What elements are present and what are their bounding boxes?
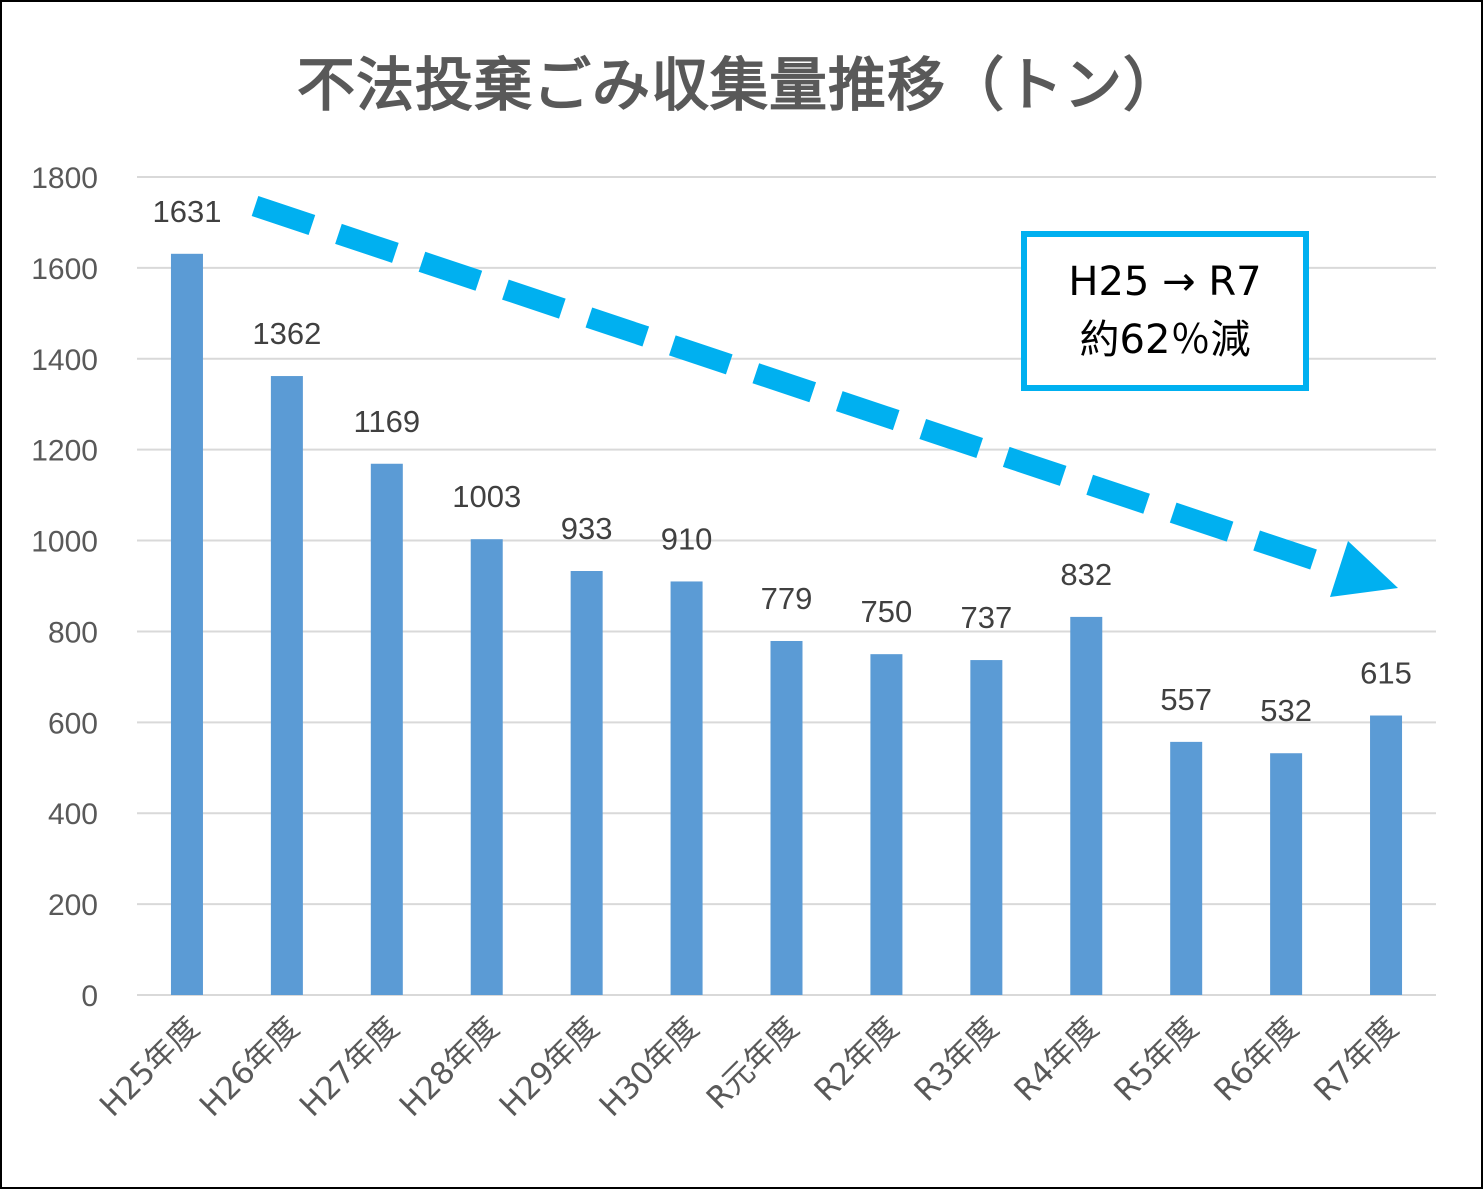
x-tick-label: R4年度 (1007, 1010, 1105, 1108)
x-tick-label: H27年度 (293, 1010, 407, 1124)
bar (170, 253, 203, 995)
data-label: 933 (561, 511, 613, 546)
bar (1170, 741, 1203, 995)
data-label: 557 (1160, 682, 1212, 717)
bar (970, 660, 1003, 995)
x-tick-label: H30年度 (593, 1010, 707, 1124)
x-tick-label: R5年度 (1107, 1010, 1205, 1108)
y-tick-label: 1800 (31, 162, 98, 195)
bar (670, 581, 703, 995)
bar (470, 539, 503, 995)
y-tick-label: 0 (81, 980, 98, 1013)
y-tick-label: 1600 (31, 253, 98, 286)
y-tick-label: 1000 (31, 526, 98, 559)
callout-reduction: 約62％減 (1079, 317, 1251, 363)
bar (570, 571, 603, 995)
callout-period: H25 → R7 (1068, 259, 1262, 305)
data-label: 615 (1360, 656, 1412, 691)
x-tick-label: R元年度 (700, 1010, 806, 1116)
y-tick-label: 600 (48, 707, 98, 740)
trend-arrow-head (1330, 541, 1398, 597)
data-label: 779 (761, 581, 813, 616)
y-tick-label: 1400 (31, 344, 98, 377)
bar (270, 376, 303, 996)
data-label: 532 (1260, 693, 1312, 728)
x-tick-label: H25年度 (93, 1010, 207, 1124)
trend-arrow-line (251, 196, 1340, 577)
reduction-callout: H25 → R7 約62％減 (1021, 231, 1309, 391)
data-label: 1362 (252, 316, 321, 351)
bar (870, 654, 903, 995)
bar (370, 463, 403, 995)
x-tick-label: R3年度 (908, 1010, 1006, 1108)
x-tick-label: H26年度 (193, 1010, 307, 1124)
data-label: 737 (960, 600, 1012, 635)
data-label: 832 (1060, 557, 1112, 592)
bar (1270, 753, 1303, 995)
y-tick-label: 400 (48, 798, 98, 831)
bar (1070, 616, 1103, 995)
bar (770, 640, 803, 995)
y-tick-label: 200 (48, 889, 98, 922)
data-label: 1169 (353, 404, 420, 439)
data-label: 1631 (152, 194, 221, 229)
data-label: 910 (661, 521, 713, 556)
x-tick-label: R2年度 (808, 1010, 906, 1108)
y-tick-label: 800 (48, 616, 98, 649)
x-tick-label: R7年度 (1307, 1010, 1405, 1108)
y-tick-label: 1200 (31, 435, 98, 468)
bar (1370, 715, 1403, 995)
data-label: 1003 (452, 479, 521, 514)
x-tick-label: H29年度 (493, 1010, 607, 1124)
chart-title: 不法投棄ごみ収集量推移（トン） (296, 51, 1182, 119)
x-tick-label: R6年度 (1207, 1010, 1305, 1108)
x-tick-label: H28年度 (393, 1010, 507, 1124)
data-label: 750 (861, 594, 913, 629)
